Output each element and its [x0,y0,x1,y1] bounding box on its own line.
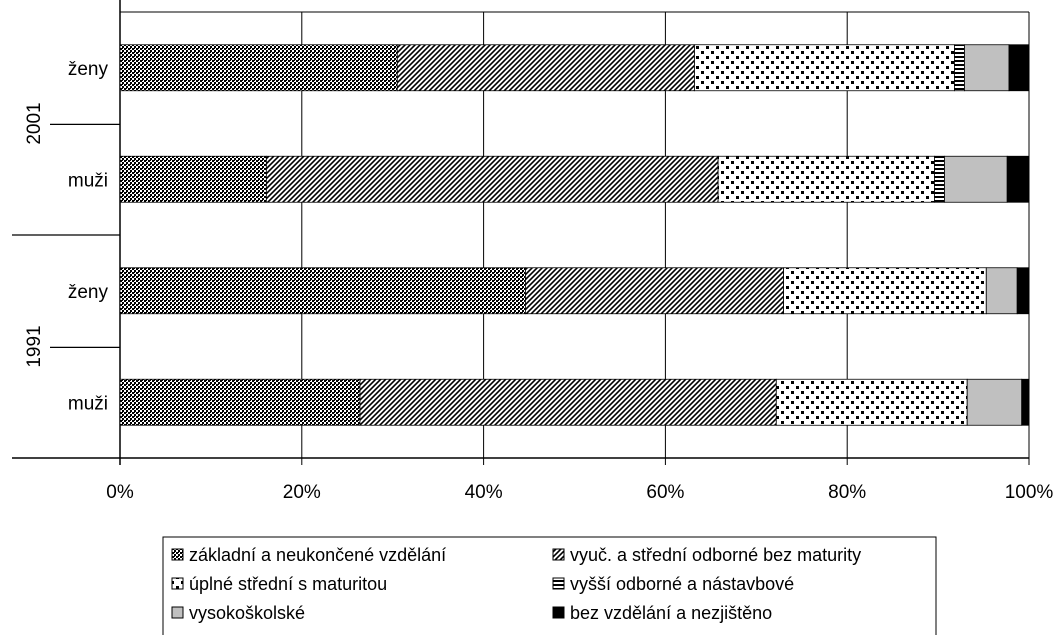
bar-segment [934,155,945,203]
bar-segment [954,44,965,92]
x-tick-label: 80% [828,482,866,503]
bar-segment [359,378,777,426]
x-tick-label: 60% [646,482,684,503]
bar-segment [525,267,784,315]
axis-labels: 0% 20% 40% 60% 80% 100% ženy muži ženy muži 2001 19… [24,59,1053,503]
bar-segment [966,378,1023,426]
bar-segment [396,44,695,92]
bar-segment [964,44,1010,92]
legend-swatch [552,606,565,619]
legend-label: vysokoškolské [189,603,305,623]
bar-segment [119,155,267,203]
bar-segment [694,44,955,92]
x-tick-label: 20% [283,482,321,503]
category-label: ženy [68,282,109,303]
legend-swatch [171,548,184,561]
bar-segment [265,155,719,203]
bar-segment [717,155,935,203]
legend-swatch [552,577,565,590]
bar-segment [985,267,1018,315]
bar-segment [1006,155,1030,203]
group-label: 1991 [24,325,45,367]
category-label: muži [68,170,108,191]
legend-label: vyuč. a střední odborné bez maturity [570,545,861,565]
bar-segment [1008,44,1030,92]
bar-segment [783,267,987,315]
bar-segment [1021,378,1030,426]
category-label: ženy [68,59,109,80]
bar-segment [119,267,526,315]
x-tick-label: 100% [1005,482,1054,503]
group-label: 2001 [24,102,45,144]
bar-segment [1016,267,1030,315]
x-tick-label: 0% [106,482,134,503]
legend-label: vyšší odborné a nástavbové [570,574,794,594]
bar-segment [775,378,968,426]
x-tick-label: 40% [465,482,503,503]
category-label: muži [68,393,108,414]
legend-label: základní a neukončené vzdělání [189,545,446,565]
bars [119,44,1030,426]
legend-swatch [171,577,184,590]
legend-label: bez vzdělání a nezjištěno [570,603,772,623]
legend-box [162,536,937,635]
bar-segment [119,44,398,92]
legend-swatch [552,548,565,561]
bar-segment [119,378,361,426]
legend-label: úplné střední s maturitou [189,574,387,594]
legend-swatch [171,606,184,619]
legend: základní a neukončené vzdělání vyuč. a st… [162,536,937,635]
bar-segment [944,155,1008,203]
